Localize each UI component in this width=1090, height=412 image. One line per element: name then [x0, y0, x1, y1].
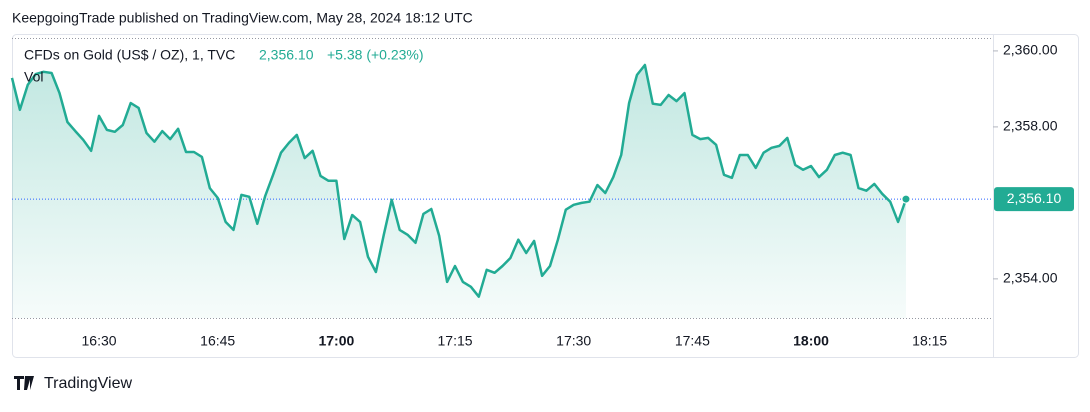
logo — [14, 376, 34, 390]
x-tick-label: 17:30 — [556, 333, 591, 349]
y-tick-label: 2,360.00 — [1003, 42, 1058, 58]
y-tick-label: 2,358.00 — [1003, 118, 1058, 134]
x-tick-label: 16:30 — [82, 333, 117, 349]
publisher: KeepgoingTrade published on TradingView.… — [12, 10, 473, 26]
brand: TradingView — [44, 375, 132, 392]
y-tick-label: 2,354.00 — [1003, 270, 1058, 286]
header-price: 2,356.10 — [259, 47, 314, 63]
x-tick-label: 17:45 — [675, 333, 710, 349]
symbol: CFDs on Gold (US$ / OZ), 1, TVC — [24, 47, 235, 63]
last-point — [901, 194, 911, 204]
change: +5.38 (+0.23%) — [327, 47, 424, 63]
x-tick-label: 17:15 — [438, 333, 473, 349]
x-tick-label: 16:45 — [200, 333, 235, 349]
price-line-series — [10, 63, 908, 298]
x-tick-label: 17:00 — [318, 333, 354, 349]
x-tick-label: 18:15 — [912, 333, 947, 349]
price-tag — [994, 187, 1074, 212]
x-tick-label: 18:00 — [793, 333, 829, 349]
price-tag-label: 2,356.10 — [1007, 190, 1062, 206]
area-fill — [12, 65, 906, 318]
vol-label: Vol — [24, 69, 43, 85]
